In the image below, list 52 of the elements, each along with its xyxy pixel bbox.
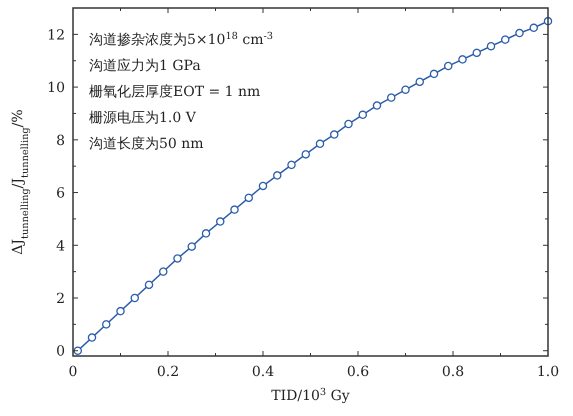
x-tick-label: 0.4 xyxy=(252,364,274,380)
y-tick-label: 0 xyxy=(56,344,65,360)
y-tick-label: 8 xyxy=(56,132,65,149)
point xyxy=(188,242,196,251)
y-tick-label: 2 xyxy=(56,291,65,307)
point xyxy=(230,205,239,214)
point xyxy=(244,194,253,202)
x-axis-title: TID/10$^{3}$ Gy xyxy=(271,386,350,404)
point xyxy=(173,254,182,263)
point xyxy=(159,267,168,276)
point xyxy=(287,160,296,170)
point xyxy=(358,110,367,120)
point xyxy=(401,85,410,94)
annotation: 沟道掺杂浓度为5×10$^{18}$ cm$^{-3}$ xyxy=(89,30,274,48)
point xyxy=(330,130,338,139)
point xyxy=(130,294,139,302)
y-tick-label: 10 xyxy=(47,80,65,96)
point xyxy=(216,217,224,226)
x-tick-label: 0.2 xyxy=(156,364,180,380)
y-tick-label: 12 xyxy=(47,27,65,44)
x-tick-label: 1.0 xyxy=(536,364,560,380)
point xyxy=(515,28,524,38)
point xyxy=(444,62,452,70)
x-tick-label: 0.6 xyxy=(346,364,370,380)
point xyxy=(430,70,438,78)
point xyxy=(258,182,268,190)
point xyxy=(458,55,467,64)
point xyxy=(116,306,125,316)
x-tick-label: 0.8 xyxy=(442,364,464,380)
point xyxy=(472,48,481,58)
point xyxy=(387,93,396,102)
point xyxy=(74,346,82,355)
point xyxy=(144,280,154,290)
point xyxy=(316,140,324,148)
point xyxy=(344,120,353,128)
annotation: 沟道长度为50 nm xyxy=(89,136,204,152)
point xyxy=(372,101,382,110)
y-tick-label: 4 xyxy=(56,238,66,254)
point xyxy=(530,24,538,32)
point xyxy=(202,229,210,238)
annotation: 栅氧化层厚度EOT = 1 nm xyxy=(89,84,260,100)
point xyxy=(102,320,110,329)
point xyxy=(302,150,310,159)
point xyxy=(501,35,510,44)
y-tick-label: 6 xyxy=(56,186,66,202)
point xyxy=(273,171,282,180)
annotation: 沟道应力为1 GPa xyxy=(89,58,201,74)
x-tick-label: 0 xyxy=(68,364,78,380)
point xyxy=(88,333,96,342)
point xyxy=(486,42,496,50)
point xyxy=(416,78,424,86)
annotation: 栅源电压为1.0 V xyxy=(89,110,197,126)
